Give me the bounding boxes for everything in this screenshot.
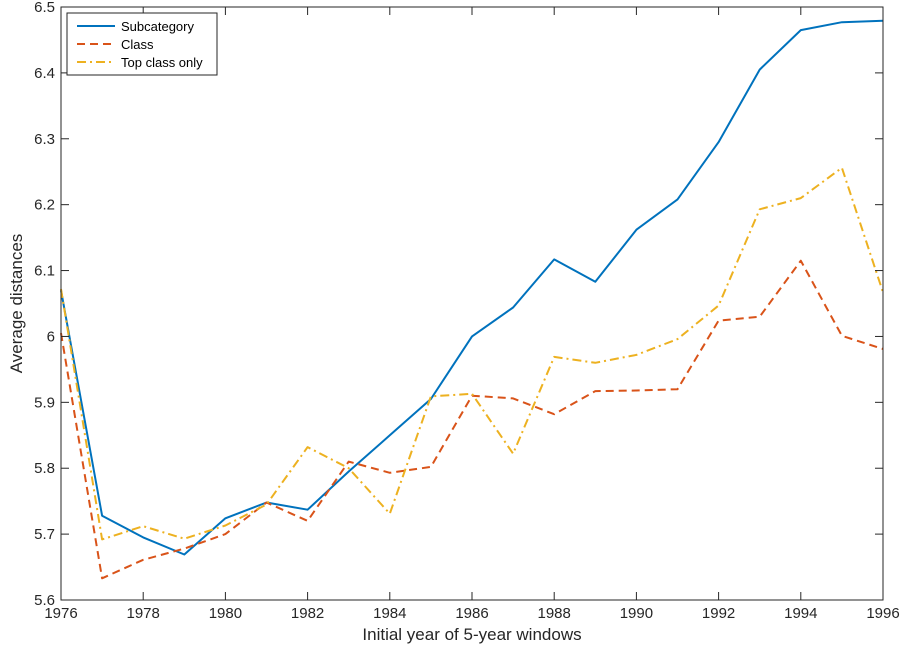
x-tick-label: 1984 — [373, 605, 406, 622]
y-tick-label: 5.9 — [34, 394, 55, 411]
legend-label: Subcategory — [121, 19, 194, 34]
x-tick-label: 1982 — [291, 605, 324, 622]
y-tick-label: 6 — [47, 328, 55, 345]
x-tick-label: 1986 — [455, 605, 488, 622]
y-tick-label: 6.2 — [34, 197, 55, 214]
series-layer — [60, 19, 884, 580]
series-line-top-class-only — [60, 166, 884, 541]
x-tick-label: 1990 — [620, 605, 653, 622]
axes: 1976 1978 1980 1982 1984 1986 1988 1990 1992 1994… — [34, 0, 900, 622]
y-tick-label: 6.5 — [34, 0, 55, 16]
plot-area — [61, 7, 883, 600]
x-tick-label: 1996 — [866, 605, 899, 622]
x-tick-label: 1988 — [538, 605, 571, 622]
x-tick-label: 1976 — [44, 605, 77, 622]
x-tick-label: 1992 — [702, 605, 735, 622]
y-tick-label: 5.8 — [34, 460, 55, 477]
legend-label: Class — [121, 37, 154, 52]
plot-background — [61, 7, 883, 600]
y-axis-label: Average distances — [7, 234, 26, 374]
legend: Subcategory Class Top class only — [66, 12, 218, 76]
x-tick-label: 1994 — [784, 605, 817, 622]
x-tick-label: 1980 — [209, 605, 242, 622]
x-tick-label: 1978 — [127, 605, 160, 622]
x-axis-label: Initial year of 5-year windows — [362, 625, 581, 644]
y-tick-label: 5.6 — [34, 592, 55, 609]
series-line-subcategory — [60, 19, 884, 556]
series-line-class — [60, 259, 884, 580]
y-tick-label: 5.7 — [34, 526, 55, 543]
y-tick-label: 6.1 — [34, 263, 55, 280]
y-tick-label: 6.4 — [34, 65, 55, 82]
y-tick-label: 6.3 — [34, 131, 55, 148]
legend-label: Top class only — [121, 55, 203, 70]
